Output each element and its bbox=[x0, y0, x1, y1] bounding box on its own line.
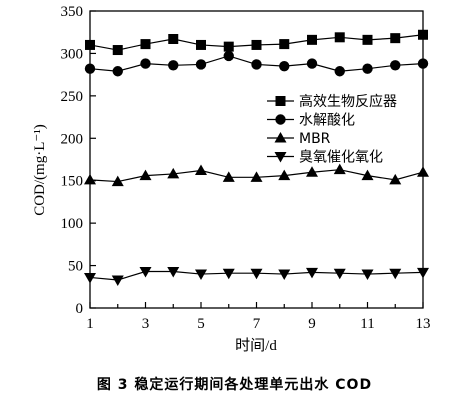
x-axis-ticks: 1 3 5 7 9 11 13 bbox=[86, 302, 431, 332]
data-point bbox=[251, 59, 262, 70]
data-point bbox=[196, 39, 206, 50]
y-tick-label: 0 bbox=[76, 301, 84, 317]
data-point bbox=[390, 33, 401, 44]
data-point bbox=[279, 39, 290, 50]
legend-marker bbox=[275, 114, 286, 125]
data-point bbox=[307, 34, 317, 45]
data-point bbox=[140, 39, 151, 50]
x-tick-label: 5 bbox=[197, 316, 205, 332]
legend-label: 臭氧催化氧化 bbox=[299, 150, 383, 166]
data-point bbox=[278, 169, 291, 181]
y-tick-label: 100 bbox=[61, 216, 84, 232]
data-point bbox=[112, 66, 123, 77]
data-point bbox=[195, 164, 207, 176]
data-point bbox=[167, 167, 180, 179]
data-point bbox=[362, 34, 373, 45]
legend-marker bbox=[274, 132, 287, 143]
data-point bbox=[278, 269, 291, 281]
data-point bbox=[333, 268, 346, 280]
data-point bbox=[85, 39, 95, 50]
data-point bbox=[250, 268, 263, 280]
legend-marker bbox=[275, 96, 286, 106]
data-point bbox=[334, 32, 345, 43]
y-tick-label: 200 bbox=[61, 131, 84, 147]
data-point bbox=[168, 34, 179, 45]
y-tick-label: 50 bbox=[68, 259, 83, 275]
y-tick-label: 350 bbox=[61, 4, 84, 20]
y-tick-label: 250 bbox=[61, 89, 84, 105]
data-point bbox=[334, 66, 345, 77]
x-tick-label: 9 bbox=[308, 316, 316, 332]
data-point bbox=[362, 63, 373, 74]
data-point bbox=[222, 268, 235, 280]
series-layer bbox=[84, 29, 429, 286]
data-point bbox=[361, 269, 374, 281]
data-point bbox=[139, 169, 152, 181]
data-point bbox=[223, 41, 234, 52]
x-tick-label: 11 bbox=[360, 316, 374, 332]
data-point bbox=[168, 60, 179, 71]
data-point bbox=[139, 267, 152, 278]
x-tick-label: 13 bbox=[416, 316, 431, 332]
series-4 bbox=[84, 267, 429, 286]
legend-item: 水解酸化 bbox=[267, 113, 355, 129]
legend-label: MBR bbox=[299, 131, 331, 147]
series-2 bbox=[84, 50, 429, 77]
data-point bbox=[167, 267, 180, 278]
x-axis-title: 时间/d bbox=[235, 337, 277, 354]
y-tick-label: 150 bbox=[61, 174, 84, 190]
data-point bbox=[112, 45, 123, 56]
data-point bbox=[306, 58, 318, 69]
data-point bbox=[389, 173, 402, 185]
data-point bbox=[418, 29, 428, 40]
data-point bbox=[279, 60, 290, 72]
data-point bbox=[417, 58, 429, 69]
data-point bbox=[111, 275, 124, 286]
y-tick-label: 300 bbox=[61, 46, 84, 62]
data-point bbox=[84, 173, 96, 185]
data-point bbox=[390, 60, 401, 71]
data-point bbox=[195, 59, 207, 70]
data-point bbox=[223, 50, 234, 62]
data-point bbox=[140, 58, 151, 69]
legend-item: 臭氧催化氧化 bbox=[267, 150, 383, 166]
data-point bbox=[251, 39, 262, 50]
data-point bbox=[417, 166, 429, 177]
data-point bbox=[195, 269, 207, 281]
y-axis-ticks: 0 50 100 150 200 250 300 350 bbox=[61, 4, 96, 317]
legend-item: 高效生物反应器 bbox=[267, 93, 397, 110]
y-axis-title: COD/(mg·L⁻¹) bbox=[32, 124, 48, 216]
data-point bbox=[361, 169, 374, 181]
data-point bbox=[306, 166, 318, 177]
figure-caption: 图 3 稳定运行期间各处理单元出水 COD bbox=[96, 377, 373, 393]
data-point bbox=[417, 267, 429, 279]
x-tick-label: 3 bbox=[142, 316, 150, 332]
series-1 bbox=[85, 29, 428, 56]
data-point bbox=[84, 272, 96, 284]
legend-label: 高效生物反应器 bbox=[299, 93, 397, 110]
data-point bbox=[306, 267, 318, 279]
series-3 bbox=[84, 163, 429, 187]
data-point bbox=[250, 171, 263, 182]
data-point bbox=[333, 163, 346, 175]
legend-marker bbox=[274, 152, 287, 163]
legend-label: 水解酸化 bbox=[299, 113, 355, 129]
x-tick-label: 1 bbox=[86, 316, 94, 332]
data-point bbox=[222, 171, 235, 182]
data-point bbox=[84, 63, 96, 74]
legend-item: MBR bbox=[267, 131, 331, 147]
data-point bbox=[111, 175, 124, 187]
x-tick-label: 7 bbox=[253, 316, 261, 332]
data-point bbox=[389, 268, 402, 280]
